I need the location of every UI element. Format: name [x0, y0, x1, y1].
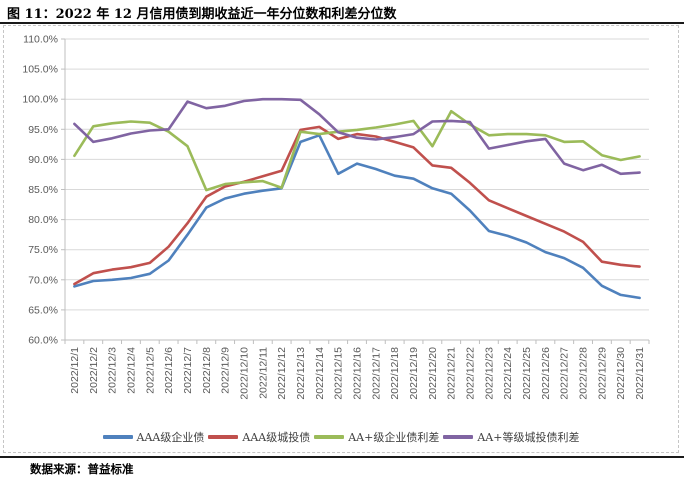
y-tick-label: 75.0%: [28, 244, 58, 256]
legend-swatch: [314, 435, 345, 439]
y-tick-label: 100.0%: [22, 94, 58, 106]
x-tick-label: 2022/12/23: [483, 347, 495, 400]
x-tick-label: 2022/12/21: [446, 347, 458, 400]
x-tick-label: 2022/12/17: [370, 347, 382, 400]
x-tick-label: 2022/12/27: [559, 347, 571, 400]
x-tick-label: 2022/12/15: [333, 347, 345, 400]
line-chart: 60.0% 65.0% 70.0% 75.0% 80.0% 85.0% 90.0% 95.0%…: [22, 34, 650, 400]
legend: AAA级企业债 AAA级城投债 AA+级企业债利差 AA+等级城投债利差: [4, 429, 678, 445]
y-tick-label: 65.0%: [28, 304, 58, 316]
legend-swatch: [443, 435, 474, 439]
series-line: [73, 97, 641, 176]
y-tick-label: 95.0%: [28, 124, 58, 136]
x-tick-label: 2022/12/5: [144, 347, 156, 394]
x-tick-label: 2022/12/30: [615, 347, 627, 400]
figure-title: 图 11：2022 年 12 月信用债到期收益近一年分位数和利差分位数: [7, 7, 397, 22]
x-tick-label: 2022/12/26: [540, 347, 552, 400]
legend-swatch: [102, 435, 133, 439]
x-tick-label: 2022/12/28: [578, 347, 590, 400]
x-tick-label: 2022/12/11: [257, 347, 269, 399]
x-tick-label: 2022/12/2: [88, 347, 100, 394]
x-tick-label: 2022/12/9: [220, 347, 232, 394]
x-tick-label: 2022/12/20: [427, 347, 439, 400]
legend-swatch: [208, 435, 239, 439]
x-tick-label: 2022/12/31: [634, 347, 646, 400]
series-line: [73, 109, 641, 192]
legend-label: AAA级企业债: [136, 431, 205, 444]
y-tick-label: 105.0%: [22, 64, 58, 76]
x-tick-label: 2022/12/16: [352, 347, 364, 400]
y-tick-label: 70.0%: [28, 274, 58, 286]
series-line: [73, 125, 641, 286]
x-tick-label: 2022/12/6: [163, 347, 175, 394]
y-tick-label: 60.0%: [28, 335, 58, 347]
x-tick-label: 2022/12/10: [238, 347, 250, 400]
legend-item: AA+级企业债利差: [314, 429, 439, 445]
x-tick-label: 2022/12/29: [596, 347, 608, 400]
y-tick-label: 85.0%: [28, 184, 58, 196]
x-tick-label: 2022/12/24: [502, 347, 514, 400]
x-tick-label: 2022/12/22: [465, 347, 477, 400]
chart-container: 60.0% 65.0% 70.0% 75.0% 80.0% 85.0% 90.0% 95.0%…: [3, 25, 679, 453]
data-source: 数据来源：普益标准: [30, 462, 134, 476]
x-tick-label: 2022/12/1: [69, 347, 81, 394]
legend-item: AAA级企业债: [102, 429, 205, 445]
legend-label: AA+级企业债利差: [348, 431, 440, 444]
footer-divider: [0, 456, 684, 458]
y-tick-label: 90.0%: [28, 154, 58, 166]
x-tick-label: 2022/12/25: [521, 347, 533, 400]
series-line: [73, 134, 641, 300]
x-tick-label: 2022/12/18: [389, 347, 401, 400]
x-tick-label: 2022/12/4: [125, 347, 137, 394]
x-tick-label: 2022/12/7: [182, 347, 194, 394]
legend-label: AA+等级城投债利差: [477, 431, 580, 444]
y-tick-label: 110.0%: [23, 34, 58, 46]
legend-label: AAA级城投债: [242, 431, 311, 444]
legend-item: AA+等级城投债利差: [443, 429, 579, 445]
x-tick-label: 2022/12/8: [201, 347, 213, 394]
x-tick-label: 2022/12/19: [408, 347, 420, 400]
x-tick-label: 2022/12/14: [314, 347, 326, 400]
legend-item: AAA级城投债: [208, 429, 310, 445]
x-tick-label: 2022/12/3: [107, 347, 119, 394]
y-tick-label: 80.0%: [28, 214, 58, 226]
x-tick-label: 2022/12/12: [276, 347, 288, 400]
x-tick-label: 2022/12/13: [295, 347, 307, 400]
title-divider: [0, 22, 684, 24]
